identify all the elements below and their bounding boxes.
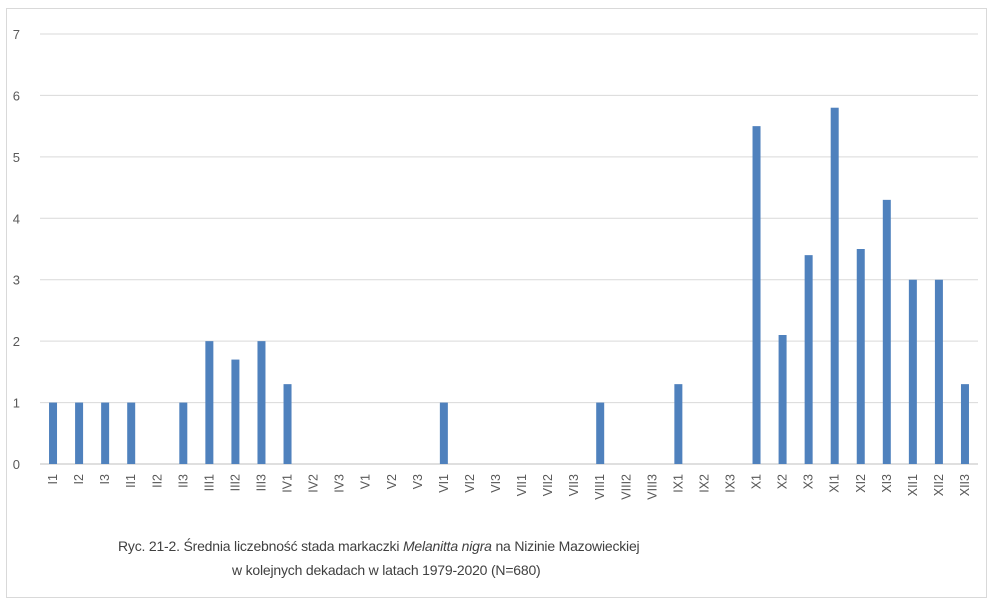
y-tick-label: 0 — [13, 457, 20, 472]
y-tick-label: 4 — [13, 211, 20, 226]
x-tick-label: II1 — [124, 474, 138, 488]
x-tick-label: IV1 — [281, 474, 295, 493]
x-tick-label: X3 — [802, 474, 816, 489]
x-tick-label: V1 — [359, 474, 373, 489]
bar — [49, 402, 58, 464]
x-tick-label: I3 — [98, 474, 112, 484]
bar — [882, 199, 891, 464]
x-tick-label: XI1 — [828, 474, 842, 493]
x-tick-label: XI2 — [854, 474, 868, 493]
bar — [804, 255, 813, 464]
x-tick-label: VIII3 — [645, 474, 659, 500]
bar — [257, 341, 266, 464]
bar — [778, 335, 787, 464]
bar — [830, 107, 839, 464]
bar — [934, 279, 943, 464]
caption-text-before: Ryc. 21-2. Średnia liczebność stada mark… — [118, 538, 403, 554]
x-tick-label: XII2 — [932, 474, 946, 496]
x-tick-label: X1 — [750, 474, 764, 489]
bar — [439, 402, 448, 464]
x-tick-label: III2 — [228, 474, 242, 491]
x-tick-label: IX1 — [671, 474, 685, 493]
x-tick-label: X2 — [776, 474, 790, 489]
x-tick-label: VIII2 — [619, 474, 633, 500]
bar — [752, 126, 761, 465]
caption-text-after: na Nizinie Mazowieckiej — [491, 538, 640, 554]
bar — [231, 359, 240, 464]
bar — [908, 279, 917, 464]
x-tick-label: I2 — [72, 474, 86, 484]
chart-frame — [6, 8, 987, 598]
x-tick-label: XII1 — [906, 474, 920, 496]
x-tick-label: VII1 — [515, 474, 529, 496]
x-tick-label: III1 — [202, 474, 216, 491]
figure-caption-line-1: Ryc. 21-2. Średnia liczebność stada mark… — [118, 538, 640, 554]
figure-caption-line-2: w kolejnych dekadach w latach 1979-2020 … — [232, 562, 541, 578]
y-tick-label: 7 — [13, 27, 20, 42]
x-tick-label: IV3 — [333, 474, 347, 493]
bar — [127, 402, 136, 464]
x-tick-label: IX2 — [697, 474, 711, 493]
x-tick-label: V3 — [411, 474, 425, 489]
bar — [179, 402, 188, 464]
x-tick-label: VI3 — [489, 474, 503, 493]
y-tick-label: 5 — [13, 150, 20, 165]
x-tick-label: III3 — [254, 474, 268, 491]
x-tick-label: VII2 — [541, 474, 555, 496]
bar — [205, 341, 214, 464]
x-tick-label: IV2 — [307, 474, 321, 493]
x-tick-label: XII3 — [958, 474, 972, 496]
x-tick-label: V2 — [385, 474, 399, 489]
bar — [960, 384, 969, 464]
bar — [75, 402, 84, 464]
y-tick-label: 2 — [13, 334, 20, 349]
bar — [596, 402, 605, 464]
bar — [283, 384, 292, 464]
x-tick-label: XI3 — [880, 474, 894, 493]
y-tick-label: 3 — [13, 273, 20, 288]
bar — [674, 384, 683, 464]
x-tick-label: VI1 — [437, 474, 451, 493]
x-tick-label: VI2 — [463, 474, 477, 493]
x-tick-label: IX3 — [723, 474, 737, 493]
x-tick-label: II3 — [176, 474, 190, 488]
y-tick-label: 6 — [13, 88, 20, 103]
x-tick-label: I1 — [46, 474, 60, 484]
bar — [101, 402, 110, 464]
y-tick-label: 1 — [13, 396, 20, 411]
bar — [856, 249, 865, 464]
x-tick-label: II2 — [150, 474, 164, 488]
caption-species-name: Melanitta nigra — [402, 538, 492, 554]
x-tick-label: VIII1 — [593, 474, 607, 500]
x-tick-label: VII3 — [567, 474, 581, 496]
